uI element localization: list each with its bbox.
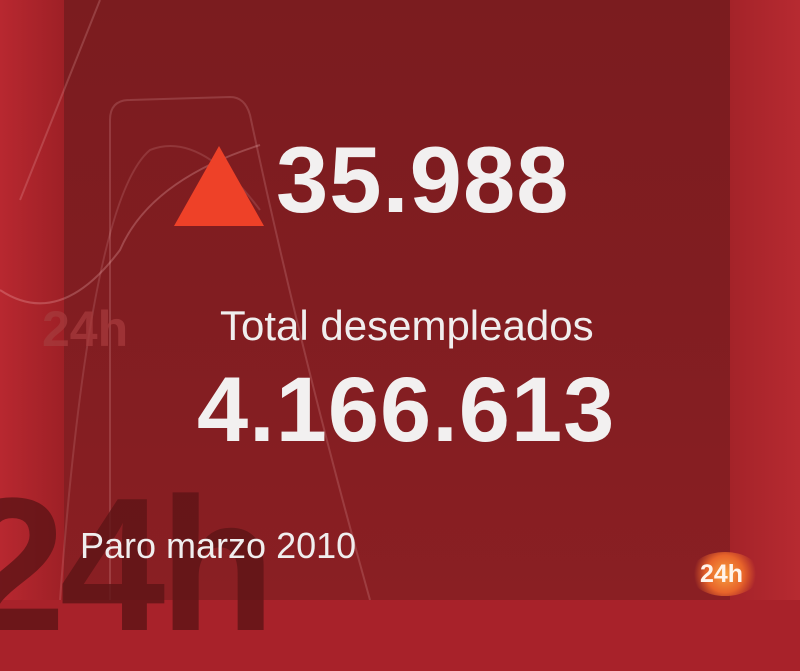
channel-logo: 24h [690, 552, 760, 596]
right-background-strip [730, 0, 800, 600]
watermark-logo-small: 24h [42, 301, 129, 357]
change-value: 35.988 [276, 127, 570, 232]
left-background-strip [0, 0, 64, 600]
channel-logo-text: 24h [700, 560, 744, 588]
caption: Paro marzo 2010 [80, 525, 357, 566]
up-triangle-icon [174, 146, 264, 226]
total-value: 4.166.613 [197, 359, 616, 461]
total-label: Total desempleados [220, 302, 594, 349]
center-panel [64, 0, 730, 600]
